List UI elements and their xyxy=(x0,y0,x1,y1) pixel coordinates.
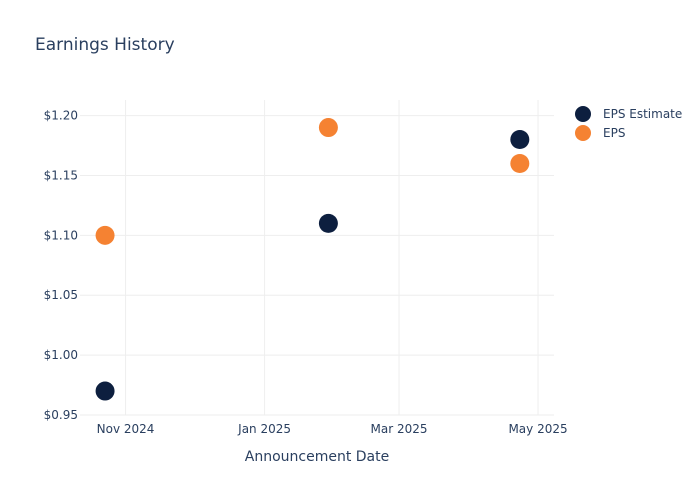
eps-point[interactable] xyxy=(318,118,338,138)
y-tick-label: $1.00 xyxy=(44,348,78,362)
eps-point[interactable] xyxy=(95,225,115,245)
legend-marker xyxy=(575,106,591,122)
legend-marker xyxy=(575,125,591,141)
grid-layer xyxy=(80,100,554,416)
eps-estimate-point[interactable] xyxy=(95,381,115,401)
legend-item-eps-estimate[interactable]: EPS Estimate xyxy=(575,106,682,122)
legend-label: EPS Estimate xyxy=(603,107,682,121)
x-axis: Nov 2024 Jan 2025 Mar 2025 May 2025 xyxy=(97,422,568,436)
chart-title: Earnings History xyxy=(35,35,175,55)
y-tick-label: $1.15 xyxy=(44,168,78,182)
eps-estimate-point[interactable] xyxy=(510,130,530,150)
y-tick-label: $1.10 xyxy=(44,228,78,242)
legend-label: EPS xyxy=(603,126,625,140)
y-tick-label: $0.95 xyxy=(44,408,78,422)
legend-item-eps[interactable]: EPS xyxy=(575,125,625,141)
y-tick-label: $1.05 xyxy=(44,288,78,302)
eps-point[interactable] xyxy=(510,153,530,173)
x-tick-label: Jan 2025 xyxy=(237,422,291,436)
y-axis: $0.95 $1.00 $1.05 $1.10 $1.15 $1.20 xyxy=(44,109,78,422)
y-tick-label: $1.20 xyxy=(44,109,78,123)
x-tick-label: Mar 2025 xyxy=(371,422,428,436)
x-axis-title: Announcement Date xyxy=(245,449,389,465)
legend[interactable]: EPS Estimate EPS xyxy=(575,106,682,141)
x-tick-label: Nov 2024 xyxy=(97,422,155,436)
eps-estimate-point[interactable] xyxy=(318,213,338,233)
x-tick-label: May 2025 xyxy=(508,422,567,436)
data-points xyxy=(95,118,530,401)
